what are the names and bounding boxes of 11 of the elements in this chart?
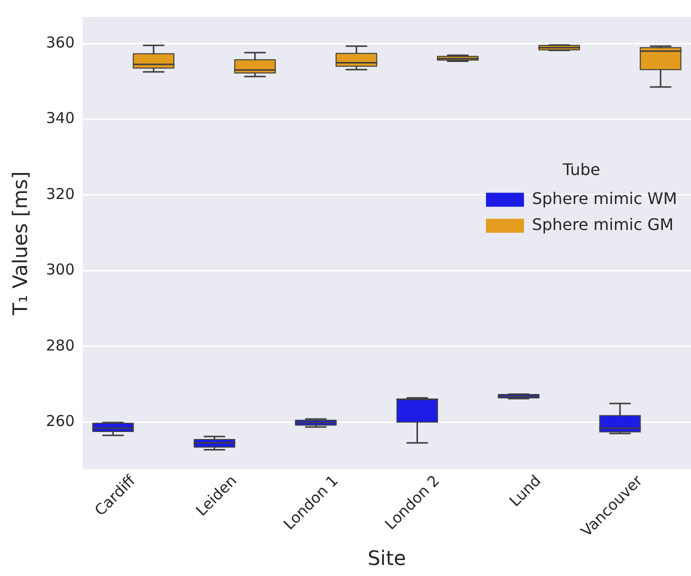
y-tick-label: 260: [46, 412, 75, 430]
x-axis-title: Site: [368, 546, 406, 570]
legend-label: Sphere mimic WM: [532, 188, 678, 208]
y-tick-label: 360: [46, 33, 75, 52]
legend-title: Tube: [562, 160, 600, 179]
y-tick-label: 280: [46, 336, 75, 354]
y-axis-title: T₁ Values [ms]: [8, 171, 32, 316]
y-tick-label: 340: [46, 109, 75, 128]
y-tick-label: 300: [46, 260, 75, 279]
legend-label: Sphere mimic GM: [532, 214, 674, 234]
y-tick-label: 320: [46, 184, 75, 203]
